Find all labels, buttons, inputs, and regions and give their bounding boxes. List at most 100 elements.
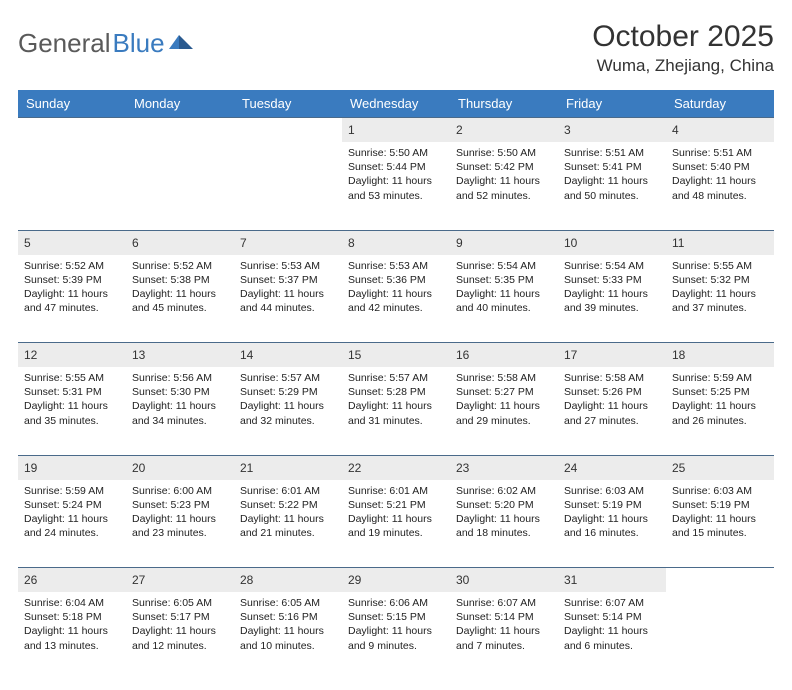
day-cell: Sunrise: 5:58 AMSunset: 5:27 PMDaylight:… (450, 367, 558, 455)
day-number: 21 (240, 461, 253, 475)
weekday-header: Monday (126, 90, 234, 118)
day-details: Sunrise: 5:52 AMSunset: 5:39 PMDaylight:… (24, 259, 120, 316)
day-number-row: 567891011 (18, 230, 774, 255)
day-number-cell: 17 (558, 343, 666, 368)
location: Wuma, Zhejiang, China (592, 56, 774, 76)
day-number: 4 (672, 123, 679, 137)
day-number: 30 (456, 573, 469, 587)
day-cell: Sunrise: 5:55 AMSunset: 5:31 PMDaylight:… (18, 367, 126, 455)
day-number-cell: 16 (450, 343, 558, 368)
day-number-row: 1234 (18, 118, 774, 143)
day-content-row: Sunrise: 6:04 AMSunset: 5:18 PMDaylight:… (18, 592, 774, 680)
day-details: Sunrise: 6:01 AMSunset: 5:22 PMDaylight:… (240, 484, 336, 541)
day-number-cell: 14 (234, 343, 342, 368)
day-cell: Sunrise: 5:50 AMSunset: 5:42 PMDaylight:… (450, 142, 558, 230)
day-details: Sunrise: 6:03 AMSunset: 5:19 PMDaylight:… (672, 484, 768, 541)
day-details: Sunrise: 5:50 AMSunset: 5:42 PMDaylight:… (456, 146, 552, 203)
day-number-cell: 18 (666, 343, 774, 368)
day-number: 10 (564, 236, 577, 250)
weekday-header: Friday (558, 90, 666, 118)
day-details: Sunrise: 6:04 AMSunset: 5:18 PMDaylight:… (24, 596, 120, 653)
logo-text-2: Blue (113, 28, 165, 59)
day-number: 23 (456, 461, 469, 475)
weekday-header: Saturday (666, 90, 774, 118)
day-number: 14 (240, 348, 253, 362)
day-number: 5 (24, 236, 31, 250)
day-details: Sunrise: 6:07 AMSunset: 5:14 PMDaylight:… (564, 596, 660, 653)
day-number-cell: 25 (666, 455, 774, 480)
day-number-cell: 9 (450, 230, 558, 255)
day-number: 1 (348, 123, 355, 137)
day-number: 11 (672, 236, 684, 250)
day-cell: Sunrise: 5:53 AMSunset: 5:37 PMDaylight:… (234, 255, 342, 343)
day-cell: Sunrise: 6:00 AMSunset: 5:23 PMDaylight:… (126, 480, 234, 568)
day-number-cell: 10 (558, 230, 666, 255)
day-number-cell: 12 (18, 343, 126, 368)
day-details: Sunrise: 6:06 AMSunset: 5:15 PMDaylight:… (348, 596, 444, 653)
day-number-cell: 29 (342, 568, 450, 593)
day-number: 6 (132, 236, 139, 250)
day-cell: Sunrise: 5:59 AMSunset: 5:24 PMDaylight:… (18, 480, 126, 568)
day-number: 31 (564, 573, 577, 587)
day-number-cell (666, 568, 774, 593)
day-details: Sunrise: 5:59 AMSunset: 5:24 PMDaylight:… (24, 484, 120, 541)
weekday-header: Tuesday (234, 90, 342, 118)
day-content-row: Sunrise: 5:59 AMSunset: 5:24 PMDaylight:… (18, 480, 774, 568)
day-number-cell: 13 (126, 343, 234, 368)
day-number-cell: 31 (558, 568, 666, 593)
day-number: 29 (348, 573, 361, 587)
day-details: Sunrise: 5:56 AMSunset: 5:30 PMDaylight:… (132, 371, 228, 428)
weekday-header: Thursday (450, 90, 558, 118)
day-cell: Sunrise: 5:59 AMSunset: 5:25 PMDaylight:… (666, 367, 774, 455)
day-number-cell: 1 (342, 118, 450, 143)
month-title: October 2025 (592, 20, 774, 54)
day-number: 16 (456, 348, 469, 362)
day-cell: Sunrise: 5:52 AMSunset: 5:38 PMDaylight:… (126, 255, 234, 343)
day-number-row: 12 13 14 15 16 1718 (18, 343, 774, 368)
day-cell: Sunrise: 6:07 AMSunset: 5:14 PMDaylight:… (450, 592, 558, 680)
day-details: Sunrise: 6:00 AMSunset: 5:23 PMDaylight:… (132, 484, 228, 541)
day-details: Sunrise: 5:57 AMSunset: 5:28 PMDaylight:… (348, 371, 444, 428)
day-number: 22 (348, 461, 361, 475)
day-number: 8 (348, 236, 355, 250)
day-cell (18, 142, 126, 230)
day-number-cell: 24 (558, 455, 666, 480)
day-number-cell (18, 118, 126, 143)
day-details: Sunrise: 6:03 AMSunset: 5:19 PMDaylight:… (564, 484, 660, 541)
day-details: Sunrise: 5:58 AMSunset: 5:27 PMDaylight:… (456, 371, 552, 428)
day-number: 9 (456, 236, 463, 250)
day-cell: Sunrise: 5:53 AMSunset: 5:36 PMDaylight:… (342, 255, 450, 343)
day-cell: Sunrise: 5:50 AMSunset: 5:44 PMDaylight:… (342, 142, 450, 230)
day-number-cell: 6 (126, 230, 234, 255)
weekday-header-row: SundayMondayTuesdayWednesdayThursdayFrid… (18, 90, 774, 118)
day-number-cell: 26 (18, 568, 126, 593)
weekday-header: Sunday (18, 90, 126, 118)
title-block: October 2025 Wuma, Zhejiang, China (592, 20, 774, 76)
logo-mark-icon (169, 31, 195, 56)
day-details: Sunrise: 5:58 AMSunset: 5:26 PMDaylight:… (564, 371, 660, 428)
day-number: 13 (132, 348, 145, 362)
calendar-table: SundayMondayTuesdayWednesdayThursdayFrid… (18, 90, 774, 680)
day-number-cell: 4 (666, 118, 774, 143)
day-number-cell: 15 (342, 343, 450, 368)
day-number-cell (126, 118, 234, 143)
day-details: Sunrise: 6:05 AMSunset: 5:16 PMDaylight:… (240, 596, 336, 653)
day-number-cell: 27 (126, 568, 234, 593)
day-cell: Sunrise: 5:51 AMSunset: 5:40 PMDaylight:… (666, 142, 774, 230)
day-number-cell: 5 (18, 230, 126, 255)
day-details: Sunrise: 5:54 AMSunset: 5:33 PMDaylight:… (564, 259, 660, 316)
day-content-row: Sunrise: 5:55 AMSunset: 5:31 PMDaylight:… (18, 367, 774, 455)
day-number: 27 (132, 573, 145, 587)
day-number-cell: 20 (126, 455, 234, 480)
day-details: Sunrise: 5:53 AMSunset: 5:36 PMDaylight:… (348, 259, 444, 316)
day-number-row: 262728293031 (18, 568, 774, 593)
day-cell: Sunrise: 6:05 AMSunset: 5:16 PMDaylight:… (234, 592, 342, 680)
day-cell: Sunrise: 5:58 AMSunset: 5:26 PMDaylight:… (558, 367, 666, 455)
day-number-cell: 2 (450, 118, 558, 143)
day-details: Sunrise: 5:54 AMSunset: 5:35 PMDaylight:… (456, 259, 552, 316)
day-cell: Sunrise: 5:51 AMSunset: 5:41 PMDaylight:… (558, 142, 666, 230)
day-number: 19 (24, 461, 37, 475)
day-details: Sunrise: 5:50 AMSunset: 5:44 PMDaylight:… (348, 146, 444, 203)
day-cell: Sunrise: 5:55 AMSunset: 5:32 PMDaylight:… (666, 255, 774, 343)
day-details: Sunrise: 5:59 AMSunset: 5:25 PMDaylight:… (672, 371, 768, 428)
